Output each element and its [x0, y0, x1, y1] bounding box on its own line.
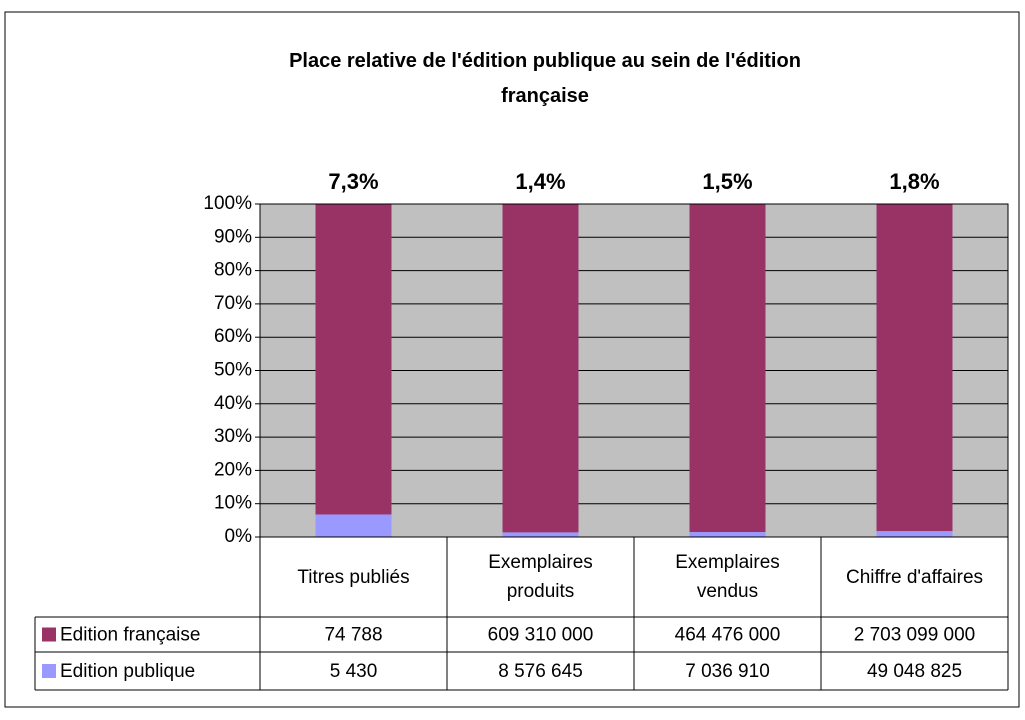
table-value: 464 476 000 — [675, 625, 781, 646]
bar-segment — [876, 531, 953, 537]
table-value: 2 703 099 000 — [854, 625, 976, 646]
bar-segment — [502, 204, 579, 533]
chart-title: Place relative de l'édition publique au … — [289, 50, 801, 107]
y-tick-label: 20% — [214, 459, 252, 480]
x-tick-label: Exemplaires vendus — [675, 552, 780, 602]
x-tick-label: Chiffre d'affaires — [845, 566, 984, 588]
bar-segment — [502, 532, 579, 537]
y-tick-label: 0% — [225, 526, 253, 547]
legend-label: Edition française — [60, 625, 200, 646]
bar-segment — [315, 204, 392, 515]
annotation: 1,5% — [702, 169, 752, 194]
y-tick-label: 100% — [203, 193, 252, 214]
bar-segment — [689, 204, 766, 533]
y-tick-label: 80% — [214, 260, 252, 281]
table-value: 74 788 — [324, 625, 382, 646]
table-value: 49 048 825 — [867, 661, 962, 682]
legend-swatch — [42, 664, 56, 678]
bar-segment — [315, 514, 392, 537]
table-value: 609 310 000 — [488, 625, 594, 646]
bar-segment — [876, 204, 953, 532]
table-value: 8 576 645 — [498, 661, 583, 682]
table-value: 7 036 910 — [685, 661, 770, 682]
legend-label: Edition publique — [60, 661, 195, 682]
y-tick-label: 40% — [214, 393, 252, 414]
y-tick-label: 10% — [214, 493, 252, 514]
annotation: 1,8% — [889, 169, 939, 194]
table-value: 5 430 — [330, 661, 378, 682]
bar-segment — [689, 532, 766, 537]
annotation: 7,3% — [328, 169, 378, 194]
x-tick-label: Exemplaires produits — [488, 552, 593, 602]
y-tick-label: 70% — [214, 293, 252, 314]
y-tick-label: 50% — [214, 360, 252, 381]
y-tick-label: 30% — [214, 426, 252, 447]
legend-swatch — [42, 627, 56, 642]
y-tick-label: 90% — [214, 226, 252, 247]
y-tick-label: 60% — [214, 326, 252, 347]
x-tick-label: Titres publiés — [297, 566, 410, 588]
annotation: 1,4% — [515, 169, 565, 194]
